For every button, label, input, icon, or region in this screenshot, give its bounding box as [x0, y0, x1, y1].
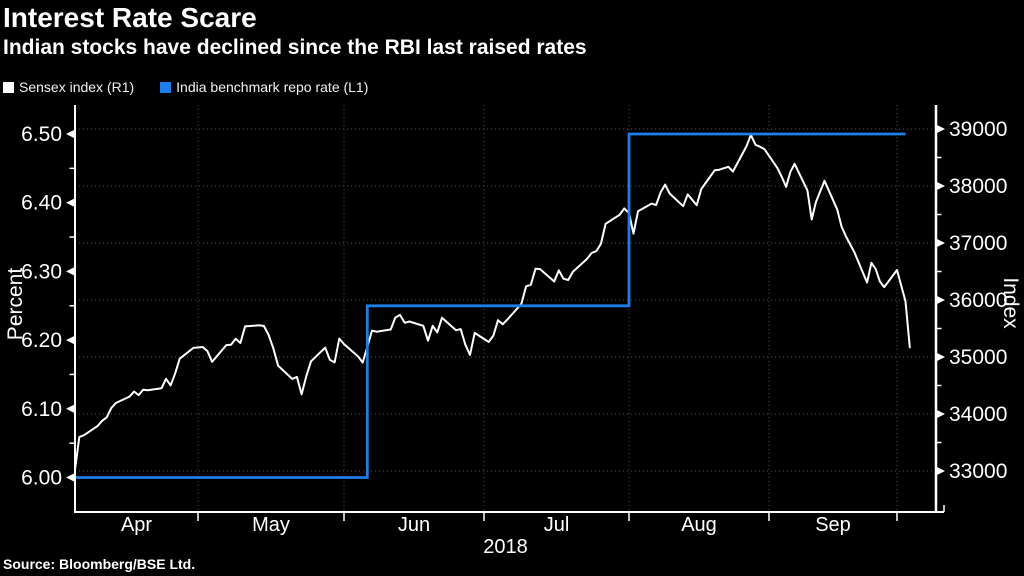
x-tick-label: May — [252, 514, 290, 536]
legend-label-repo-rate: India benchmark repo rate (L1) — [176, 79, 369, 95]
right-tick-label: 37000 — [949, 232, 1007, 255]
left-tick-label: 6.00 — [21, 467, 62, 490]
right-tick-arrow — [936, 124, 945, 134]
legend-label-sensex: Sensex index (R1) — [19, 79, 135, 95]
right-tick-label: 39000 — [949, 118, 1007, 141]
left-tick-label: 6.40 — [21, 192, 62, 215]
left-tick-arrow — [66, 473, 75, 482]
x-tick-label: Jul — [544, 514, 570, 536]
series-sensex-line — [74, 133, 911, 471]
x-tick-label: Sep — [815, 514, 851, 536]
right-axis-title: Index — [999, 277, 1022, 329]
right-tick-arrow — [936, 409, 945, 419]
right-tick-label: 34000 — [949, 403, 1007, 426]
left-tick-arrow — [66, 198, 75, 208]
right-tick-label: 38000 — [949, 175, 1007, 198]
chart-subtitle: Indian stocks have declined since the RB… — [3, 36, 587, 59]
left-tick-arrow — [66, 129, 75, 139]
legend-item-repo-rate: India benchmark repo rate (L1) — [160, 79, 368, 95]
chart-title: Interest Rate Scare — [3, 2, 257, 33]
x-tick-label: Apr — [121, 514, 152, 536]
right-tick-arrow — [936, 238, 945, 248]
left-tick-label: 6.30 — [21, 260, 62, 283]
left-tick-arrow — [66, 404, 75, 414]
left-axis-title: Percent — [4, 268, 27, 341]
right-tick-arrow — [936, 181, 945, 191]
right-tick-label: 36000 — [949, 289, 1007, 312]
right-tick-arrow — [936, 295, 945, 305]
right-tick-arrow — [936, 352, 945, 362]
right-tick-label: 33000 — [949, 460, 1007, 483]
legend-swatch-sensex-icon — [3, 81, 14, 93]
left-tick-label: 6.20 — [21, 329, 62, 352]
left-tick-label: 6.50 — [21, 123, 62, 146]
legend: Sensex index (R1) India benchmark repo r… — [3, 79, 368, 95]
right-tick-label: 35000 — [949, 346, 1007, 369]
legend-item-sensex: Sensex index (R1) — [3, 79, 134, 95]
left-tick-arrow — [66, 335, 75, 345]
left-tick-arrow — [66, 266, 75, 276]
legend-swatch-repo-rate-icon — [160, 81, 172, 93]
x-tick-label: Jun — [398, 514, 430, 536]
left-tick-label: 6.10 — [21, 398, 62, 421]
x-tick-label: Aug — [681, 514, 717, 536]
series-repo-rate-line — [75, 132, 906, 479]
source-note: Source: Bloomberg/BSE Ltd. — [3, 556, 196, 572]
x-axis-year-label: 2018 — [483, 536, 528, 558]
right-tick-arrow — [936, 466, 945, 476]
